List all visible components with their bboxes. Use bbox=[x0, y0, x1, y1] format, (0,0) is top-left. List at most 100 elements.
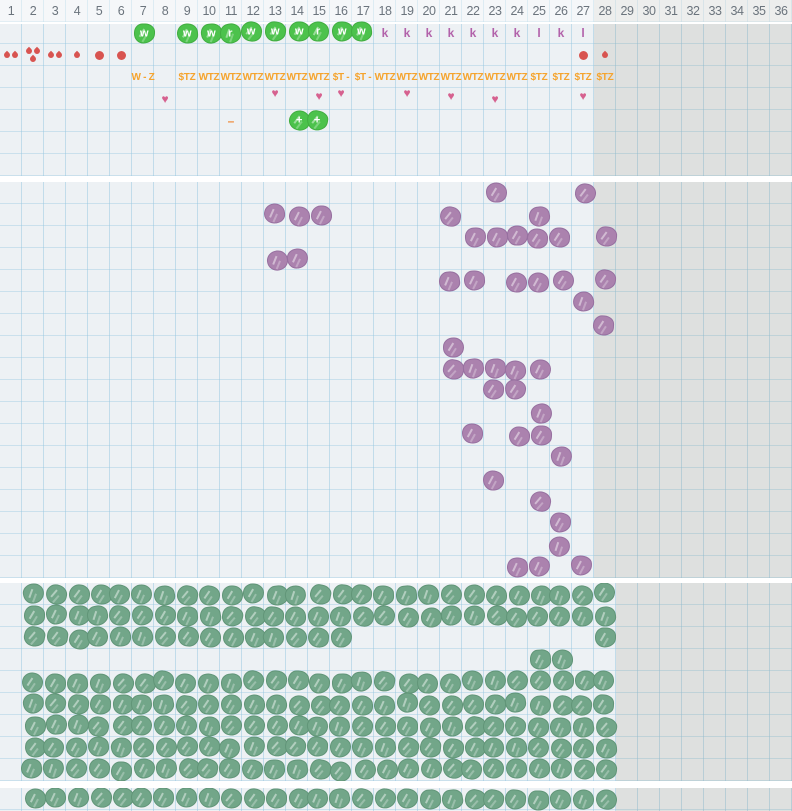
crop-blob[interactable] bbox=[154, 788, 176, 810]
crop-blob[interactable] bbox=[572, 737, 594, 759]
crop-blob[interactable] bbox=[506, 759, 528, 781]
crop-blob[interactable] bbox=[418, 605, 440, 627]
harvest-blob[interactable] bbox=[528, 358, 550, 380]
crop-blob[interactable] bbox=[528, 693, 550, 715]
harvest-blob[interactable] bbox=[550, 226, 572, 248]
crop-blob[interactable] bbox=[374, 583, 396, 605]
crop-blob[interactable] bbox=[242, 605, 264, 627]
crop-blob[interactable] bbox=[286, 759, 308, 781]
harvest-blob[interactable] bbox=[440, 270, 462, 292]
crop-blob[interactable] bbox=[220, 737, 242, 759]
crop-blob[interactable] bbox=[176, 583, 198, 605]
crop-blob[interactable] bbox=[462, 671, 484, 693]
crop-blob[interactable] bbox=[242, 759, 264, 781]
crop-blob[interactable] bbox=[594, 788, 616, 810]
crop-blob[interactable] bbox=[22, 627, 44, 649]
crop-blob[interactable] bbox=[528, 737, 550, 759]
crop-blob[interactable] bbox=[308, 759, 330, 781]
sow-blob[interactable]: w bbox=[264, 22, 286, 44]
crop-blob[interactable] bbox=[198, 759, 220, 781]
crop-blob[interactable] bbox=[506, 693, 528, 715]
crop-blob[interactable] bbox=[550, 788, 572, 810]
crop-blob[interactable] bbox=[286, 671, 308, 693]
crop-blob[interactable] bbox=[352, 693, 374, 715]
crop-blob[interactable] bbox=[220, 715, 242, 737]
crop-blob[interactable] bbox=[132, 759, 154, 781]
crop-blob[interactable] bbox=[110, 605, 132, 627]
crop-blob[interactable] bbox=[550, 737, 572, 759]
crop-blob[interactable] bbox=[462, 583, 484, 605]
crop-blob[interactable] bbox=[286, 627, 308, 649]
harvest-blob[interactable] bbox=[506, 424, 528, 446]
crop-blob[interactable] bbox=[462, 693, 484, 715]
crop-blob[interactable] bbox=[132, 693, 154, 715]
sow-blob[interactable]: r bbox=[220, 22, 242, 44]
crop-blob[interactable] bbox=[374, 605, 396, 627]
crop-blob[interactable] bbox=[154, 627, 176, 649]
crop-blob[interactable] bbox=[594, 627, 616, 649]
crop-blob[interactable] bbox=[66, 737, 88, 759]
harvest-blob[interactable] bbox=[484, 468, 506, 490]
crop-blob[interactable] bbox=[352, 788, 374, 810]
harvest-blob[interactable] bbox=[440, 336, 462, 358]
crop-blob[interactable] bbox=[352, 605, 374, 627]
crop-blob[interactable] bbox=[220, 627, 242, 649]
crop-blob[interactable] bbox=[154, 693, 176, 715]
crop-blob[interactable] bbox=[374, 737, 396, 759]
crop-blob[interactable] bbox=[374, 788, 396, 810]
crop-blob[interactable] bbox=[176, 605, 198, 627]
crop-blob[interactable] bbox=[418, 759, 440, 781]
crop-blob[interactable] bbox=[528, 605, 550, 627]
crop-blob[interactable] bbox=[22, 693, 44, 715]
crop-blob[interactable] bbox=[440, 583, 462, 605]
crop-blob[interactable] bbox=[88, 715, 110, 737]
crop-blob[interactable] bbox=[308, 693, 330, 715]
harvest-blob[interactable] bbox=[484, 182, 506, 204]
harvest-blob[interactable] bbox=[572, 182, 594, 204]
crop-blob[interactable] bbox=[330, 671, 352, 693]
crop-blob[interactable] bbox=[110, 737, 132, 759]
crop-blob[interactable] bbox=[286, 788, 308, 810]
top-summary-grid[interactable]: 1234567891011121314151617181920212223242… bbox=[0, 0, 792, 176]
crop-blob[interactable] bbox=[594, 671, 616, 693]
harvest-blob[interactable] bbox=[484, 226, 506, 248]
crop-blob[interactable] bbox=[550, 759, 572, 781]
bonus-blob[interactable]: + bbox=[286, 110, 308, 132]
crop-blob[interactable] bbox=[462, 737, 484, 759]
harvest-blob[interactable] bbox=[286, 204, 308, 226]
crop-blob[interactable] bbox=[88, 693, 110, 715]
crop-blob[interactable] bbox=[88, 627, 110, 649]
crop-blob[interactable] bbox=[220, 583, 242, 605]
crop-blob[interactable] bbox=[330, 693, 352, 715]
crop-blob[interactable] bbox=[440, 737, 462, 759]
crop-blob[interactable] bbox=[22, 737, 44, 759]
crop-blob[interactable] bbox=[176, 759, 198, 781]
crop-blob[interactable] bbox=[330, 605, 352, 627]
crop-blob[interactable] bbox=[198, 627, 220, 649]
harvest-blob[interactable] bbox=[528, 270, 550, 292]
crop-blob[interactable] bbox=[88, 737, 110, 759]
crop-blob[interactable] bbox=[506, 788, 528, 810]
harvest-blob[interactable] bbox=[462, 270, 484, 292]
crop-blob[interactable] bbox=[66, 715, 88, 737]
harvest-blob[interactable] bbox=[264, 204, 286, 226]
crop-blob[interactable] bbox=[308, 715, 330, 737]
crop-blob[interactable] bbox=[594, 693, 616, 715]
crop-blob[interactable] bbox=[44, 715, 66, 737]
crop-blob[interactable] bbox=[198, 671, 220, 693]
crop-blob[interactable] bbox=[198, 693, 220, 715]
crop-blob[interactable] bbox=[242, 693, 264, 715]
crop-blob[interactable] bbox=[550, 693, 572, 715]
crop-blob[interactable] bbox=[308, 583, 330, 605]
harvest-blob[interactable] bbox=[572, 556, 594, 578]
harvest-blob[interactable] bbox=[506, 358, 528, 380]
harvest-blob[interactable] bbox=[550, 534, 572, 556]
crop-blob[interactable] bbox=[132, 737, 154, 759]
crop-blob[interactable] bbox=[308, 788, 330, 810]
crop-blob[interactable] bbox=[396, 759, 418, 781]
crop-blob[interactable] bbox=[330, 788, 352, 810]
crop-blob[interactable] bbox=[110, 759, 132, 781]
crop-blob[interactable] bbox=[352, 737, 374, 759]
crop-blob[interactable] bbox=[176, 737, 198, 759]
crop-blob[interactable] bbox=[44, 583, 66, 605]
